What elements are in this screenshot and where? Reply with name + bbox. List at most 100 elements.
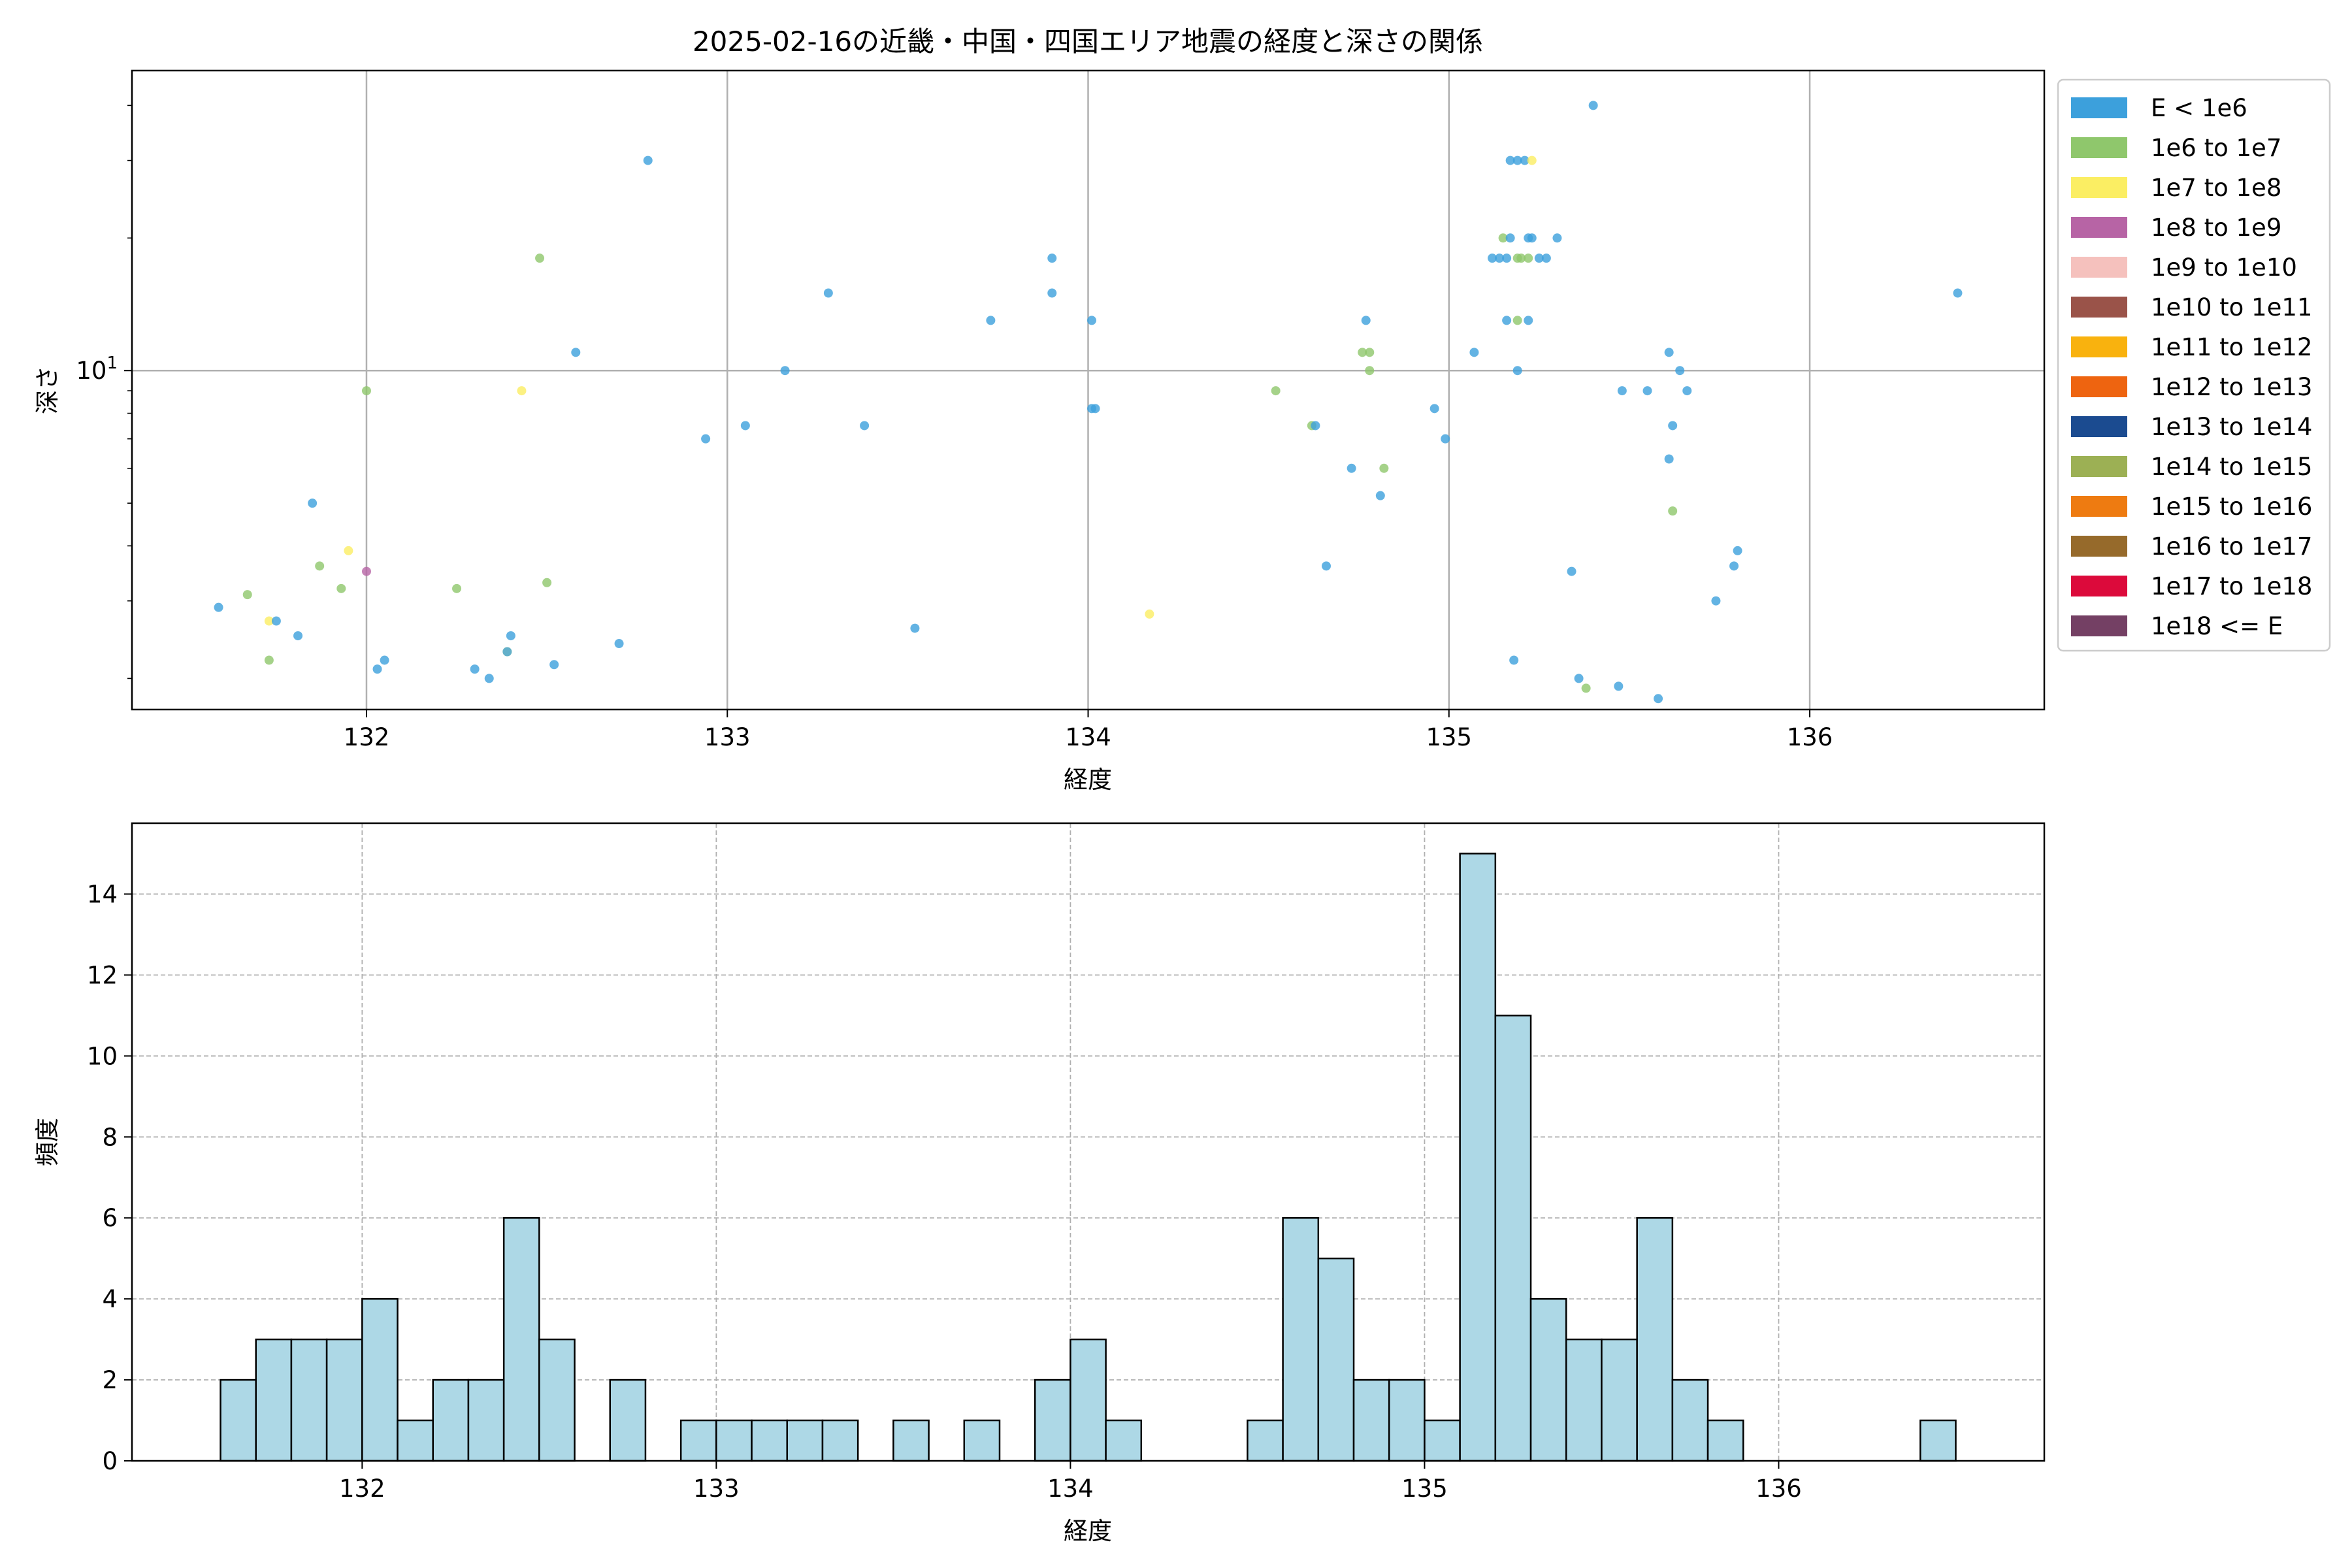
scatter-point: [380, 655, 389, 665]
scatter-point: [1668, 506, 1678, 516]
scatter-point: [1505, 233, 1515, 243]
scatter-point: [1358, 348, 1367, 357]
legend-swatch: [2071, 336, 2127, 357]
scatter-x-axis: 132 133 134 135 136: [344, 710, 1833, 751]
histogram-y-tick-label: 0: [102, 1447, 118, 1475]
legend-label: 1e14 to 1e15: [2151, 453, 2312, 481]
legend-swatch: [2071, 97, 2127, 118]
legend-swatch: [2071, 496, 2127, 517]
legend-frame: [2057, 78, 2331, 652]
histogram-bar: [1459, 853, 1497, 1462]
histogram-y-tick-label: 10: [87, 1042, 118, 1070]
scatter-point: [372, 664, 382, 674]
legend-swatch: [2071, 416, 2127, 437]
legend-label: 1e16 to 1e17: [2151, 532, 2312, 561]
scatter-y-axis: 101: [76, 105, 132, 679]
histogram-y-axis-label: 頻度: [33, 1118, 61, 1166]
scatter-point: [1729, 561, 1739, 571]
histogram-bar: [821, 1419, 859, 1462]
scatter-point: [614, 639, 624, 649]
scatter-point: [542, 578, 552, 587]
legend-label: 1e6 to 1e7: [2151, 134, 2281, 162]
scatter-point: [1711, 596, 1721, 606]
histogram-bar: [538, 1338, 576, 1462]
scatter-point: [1516, 253, 1526, 263]
histogram-panel: 132 133 134 135 136 0 2 4 6 8 10 12 14 経度 頻度: [33, 822, 2046, 1545]
histogram-bar: [751, 1419, 789, 1462]
legend-label: 1e11 to 1e12: [2151, 333, 2312, 361]
histogram-bar: [1529, 1298, 1567, 1462]
histogram-bar: [609, 1379, 647, 1462]
legend-swatch: [2071, 576, 2127, 596]
scatter-point: [1347, 463, 1356, 473]
scatter-point: [1498, 233, 1508, 243]
scatter-y-tick-label: 101: [76, 353, 118, 385]
histogram-bar: [1671, 1379, 1709, 1462]
legend-label: E < 1e6: [2151, 94, 2247, 122]
scatter-point: [1668, 421, 1678, 431]
scatter-point: [1361, 316, 1371, 325]
scatter-point: [823, 288, 833, 298]
scatter-point: [1520, 155, 1529, 165]
scatter-point: [1524, 253, 1533, 263]
histogram-y-tick-label: 6: [102, 1204, 118, 1232]
scatter-point: [1321, 561, 1331, 571]
scatter-point: [1733, 546, 1742, 555]
legend-swatch: [2071, 615, 2127, 636]
histogram-bar: [679, 1419, 717, 1462]
scatter-title: 2025-02-16の近畿・中国・四国エリア地震の経度と深さの関係: [693, 25, 1483, 57]
scatter-point: [1502, 316, 1512, 325]
histogram-bar: [1919, 1419, 1957, 1462]
scatter-point: [308, 498, 318, 508]
scatter-point: [740, 421, 750, 431]
scatter-point: [1588, 101, 1598, 110]
scatter-point: [571, 348, 581, 357]
legend: E < 1e6 1e6 to 1e7 1e7 to 1e8 1e8 to 1e9 1e9…: [2057, 78, 2331, 652]
scatter-point: [517, 386, 527, 396]
histogram-y-tick-label: 2: [102, 1366, 118, 1394]
histogram-bar: [1636, 1217, 1674, 1462]
legend-label: 1e18 <= E: [2151, 612, 2283, 640]
scatter-point: [502, 647, 512, 657]
scatter-point: [1654, 694, 1663, 704]
scatter-point: [1527, 155, 1537, 165]
scatter-point: [361, 386, 371, 396]
histogram-bar: [1247, 1419, 1284, 1462]
scatter-point: [1567, 566, 1576, 576]
histogram-bar: [502, 1217, 540, 1462]
scatter-point: [1429, 404, 1439, 414]
scatter-point: [1512, 366, 1522, 376]
histogram-bar: [1317, 1257, 1355, 1462]
histogram-y-axis: 0 2 4 6 8 10 12 14: [87, 880, 132, 1475]
histogram-bar: [1494, 1015, 1532, 1462]
scatter-point: [1524, 316, 1533, 325]
scatter-panel: 2025-02-16の近畿・中国・四国エリア地震の経度と深さの関係 132 133…: [33, 25, 2331, 794]
scatter-point: [1953, 288, 1963, 298]
histogram-y-tick-label: 12: [87, 961, 118, 989]
scatter-point: [1379, 463, 1389, 473]
scatter-point: [1488, 253, 1497, 263]
histogram-x-axis: 132 133 134 135 136: [339, 1461, 1802, 1503]
scatter-points: [214, 101, 1963, 704]
histogram-bar: [1282, 1217, 1320, 1462]
histogram-bar: [361, 1298, 399, 1462]
scatter-point: [484, 674, 494, 683]
legend-swatch: [2071, 137, 2127, 158]
scatter-point: [701, 434, 711, 444]
scatter-point: [293, 631, 303, 641]
scatter-point: [1574, 674, 1584, 683]
scatter-point: [1581, 683, 1591, 693]
legend-label: 1e17 to 1e18: [2151, 572, 2312, 600]
scatter-point: [1541, 253, 1551, 263]
legend-swatch: [2071, 536, 2127, 557]
legend-label: 1e13 to 1e14: [2151, 413, 2312, 441]
scatter-point: [1512, 155, 1522, 165]
scatter-point: [1090, 404, 1100, 414]
scatter-point: [361, 566, 371, 576]
histogram-bars: [220, 853, 1957, 1462]
scatter-point: [1682, 386, 1692, 396]
scatter-point: [1375, 491, 1385, 500]
histogram-bar: [220, 1379, 257, 1462]
legend-label: 1e9 to 1e10: [2151, 253, 2297, 282]
histogram-bar: [1565, 1338, 1603, 1462]
